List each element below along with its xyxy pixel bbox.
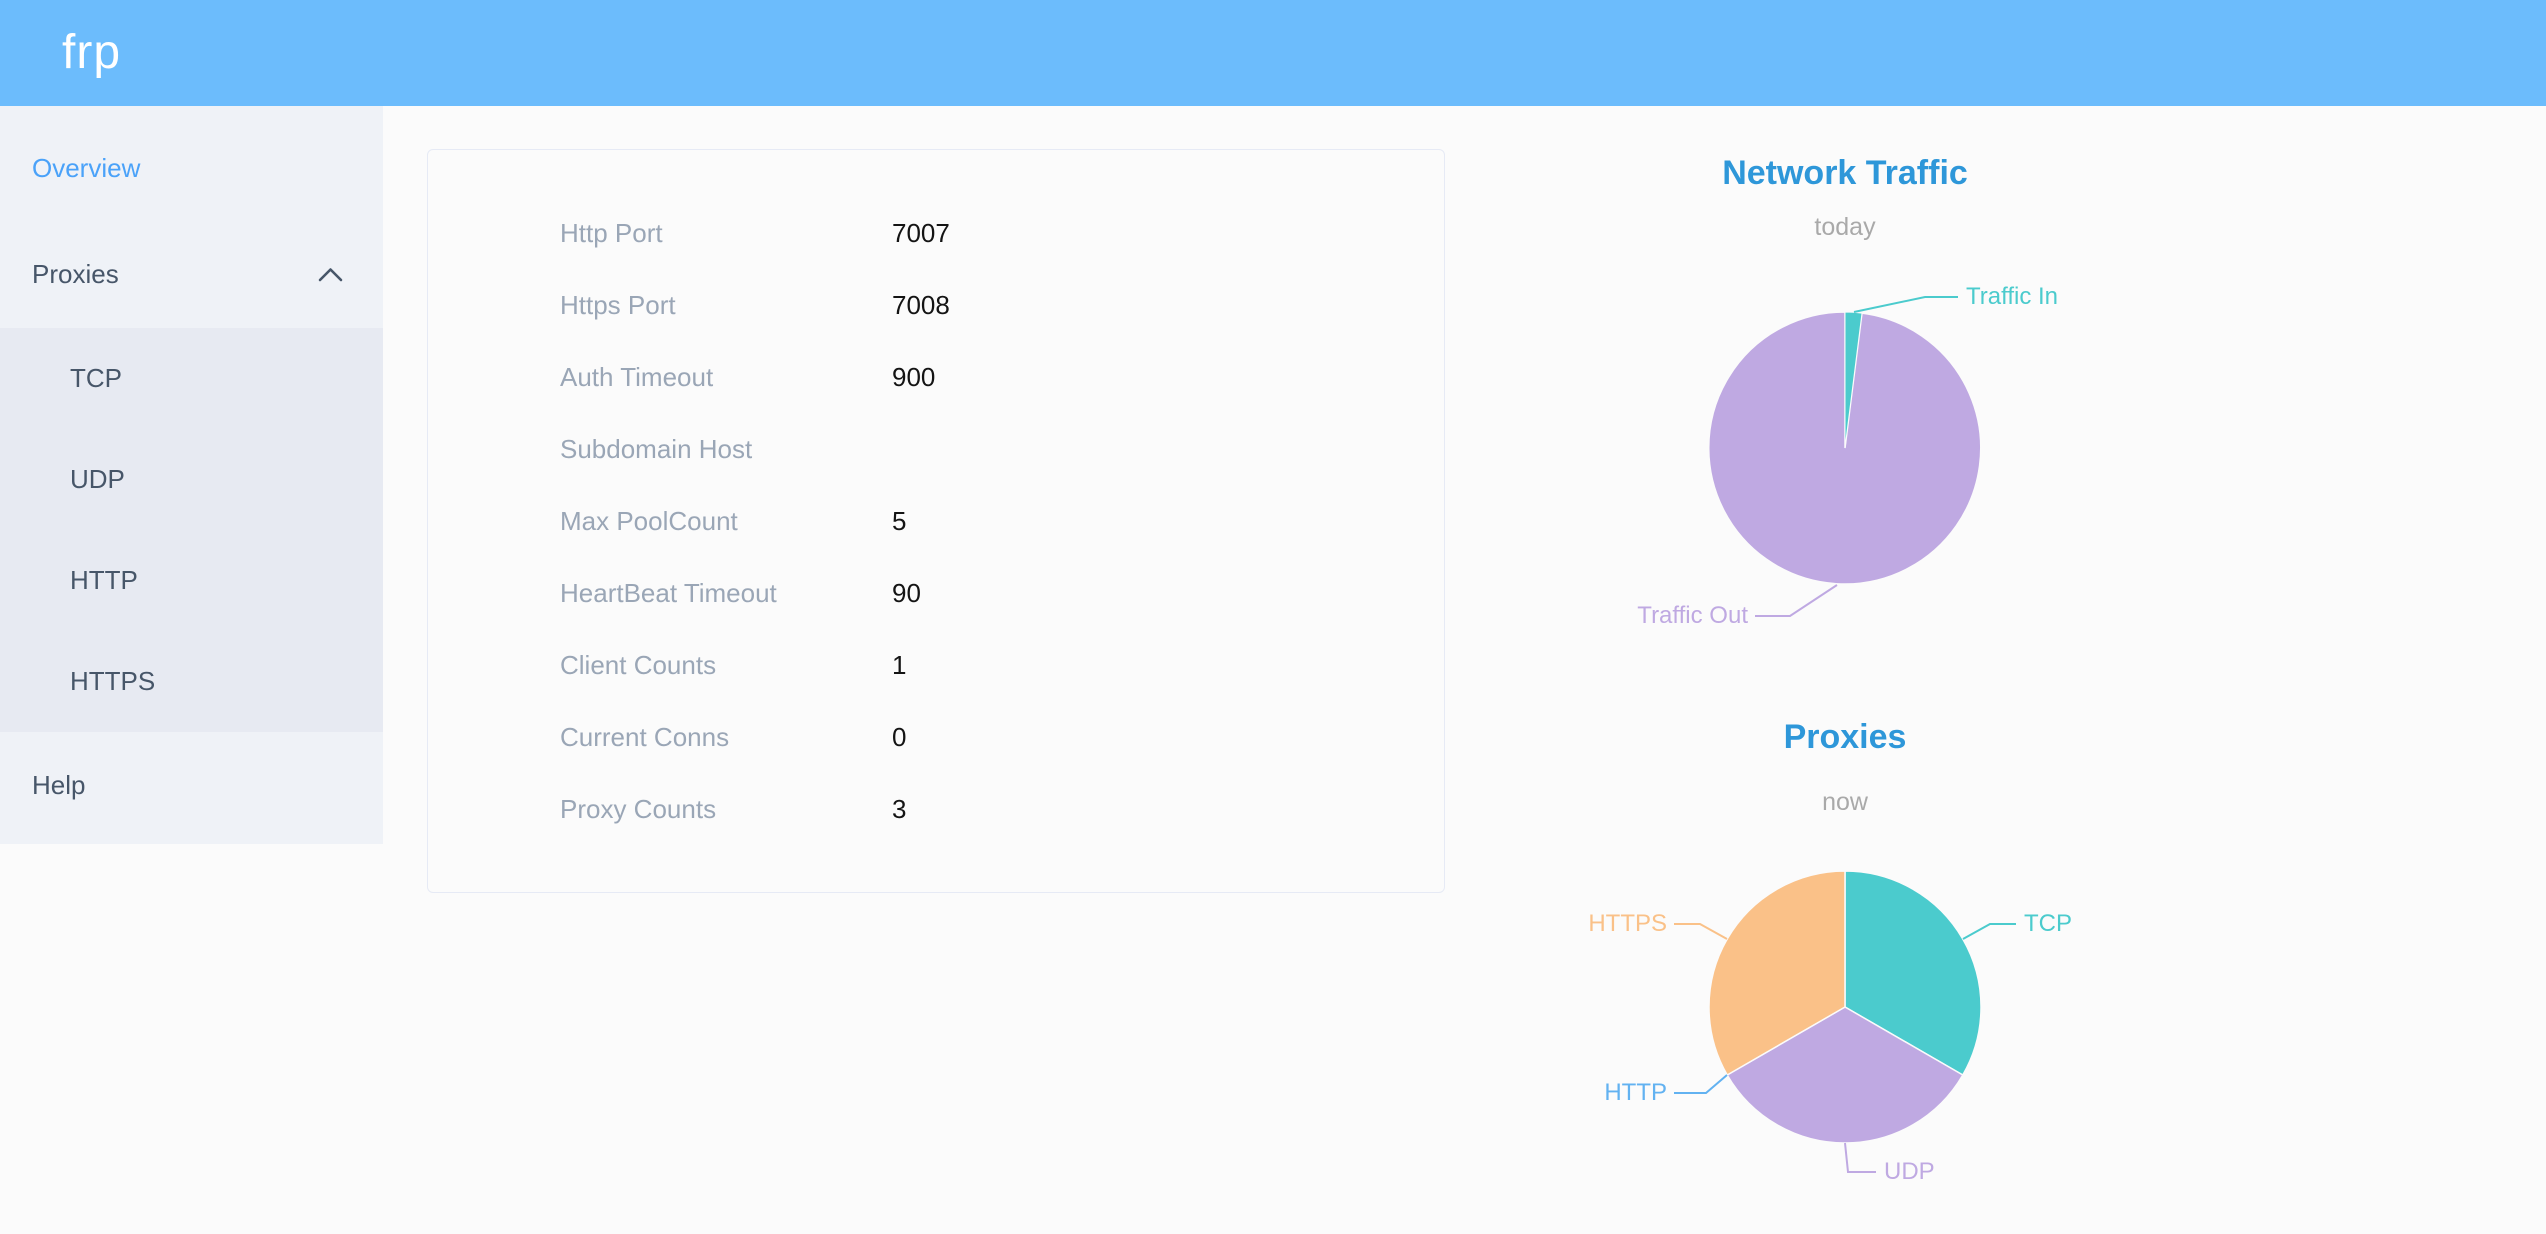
config-value: 90 [892,577,921,608]
sidebar-item-proxies[interactable]: Proxies [0,220,383,328]
pie-label-tcp: TCP [2024,910,2072,937]
sidebar-item-overview[interactable]: Overview [0,116,383,220]
sidebar-item-label: Proxies [32,259,119,289]
config-label: Proxy Counts [560,793,717,824]
config-row-https-port: Https Port 7008 [428,269,1444,341]
sidebar-item-label: Overview [32,153,141,183]
pie-slice-traffic-in[interactable] [1844,311,1863,449]
labelline-traffic-in [1853,296,1958,313]
config-row-heartbeat-timeout: HeartBeat Timeout 90 [428,557,1444,629]
labelline-https [1674,923,1728,940]
sidebar-item-http[interactable]: HTTP [70,565,138,595]
config-row-client-counts: Client Counts 1 [428,629,1444,701]
pie-label-http: HTTP [1604,1079,1667,1106]
config-label: Client Counts [560,649,717,680]
config-row-http-port: Http Port 7007 [428,197,1444,269]
proxies-chart-subtitle: now [1822,788,1868,816]
config-row-proxy-counts: Proxy Counts 3 [428,773,1444,845]
config-label: Auth Timeout [560,361,714,392]
config-label: Current Conns [560,721,730,752]
config-value: 1 [892,649,907,680]
config-value: 7008 [892,289,950,320]
config-value: 5 [892,505,907,536]
pie-label-traffic-in: Traffic In [1966,283,2059,310]
network-traffic-chart-subtitle: today [1814,213,1876,241]
server-config-card: Http Port 7007 Https Port 7008 Auth Time… [427,149,1445,893]
config-label: HeartBeat Timeout [560,577,777,608]
config-row-current-conns: Current Conns 0 [428,701,1444,773]
app-logo[interactable]: frp [62,26,122,79]
config-label: Http Port [560,217,663,248]
pie-label-https: HTTPS [1588,910,1667,937]
sidebar-submenu-proxies: TCP UDP HTTP HTTPS [0,328,383,732]
config-value: 900 [892,361,936,392]
config-row-subdomain-host: Subdomain Host [428,413,1444,485]
config-row-max-poolcount: Max PoolCount 5 [428,485,1444,557]
sidebar-item-help[interactable]: Help [0,732,383,839]
labelline-tcp [1962,923,2016,940]
sidebar-item-https[interactable]: HTTPS [70,666,156,696]
labelline-http [1674,1074,1728,1094]
config-value: 0 [892,721,907,752]
config-label: Max PoolCount [560,505,738,536]
pie-label-traffic-out: Traffic Out [1637,602,1748,629]
sidebar: Overview Proxies TCP UDP HTTP HTTPS Help [0,106,383,844]
pie-label-udp: UDP [1884,1158,1935,1185]
config-row-auth-timeout: Auth Timeout 900 [428,341,1444,413]
chevron-up-icon [318,268,343,282]
sidebar-item-udp[interactable]: UDP [70,464,125,494]
config-value: 7007 [892,217,950,248]
config-value: 3 [892,793,907,824]
labelline-traffic-out [1755,584,1838,617]
proxies-chart-title: Proxies [1783,718,1907,756]
sidebar-item-tcp[interactable]: TCP [70,363,122,393]
network-traffic-chart-title: Network Traffic [1722,154,1968,192]
config-label: Subdomain Host [560,433,753,464]
app-header: frp [0,0,2546,106]
config-label: Https Port [560,289,676,320]
sidebar-item-label: Help [32,770,86,800]
labelline-udp [1844,1142,1876,1173]
